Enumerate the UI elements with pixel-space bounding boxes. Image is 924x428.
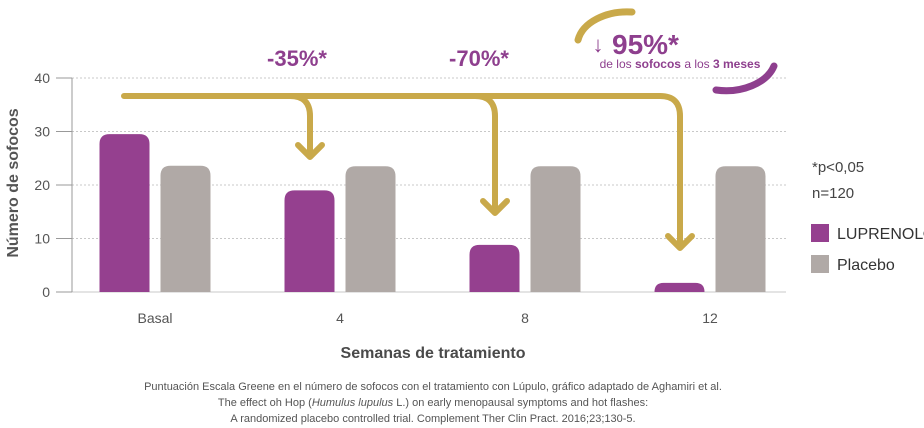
x-tick-label: 12	[702, 310, 718, 326]
caption-line-2: The effect oh Hop (Humulus lupulus L.) o…	[218, 397, 648, 409]
bar-luprenol	[469, 244, 520, 292]
significance-note: *p<0,05	[812, 159, 864, 176]
reduction-label-8: -70%*	[449, 46, 509, 71]
badge-arc-purple	[712, 62, 778, 95]
badge-text: de los sofocos a los 3 meses	[600, 57, 761, 71]
reduction-badge: ↓ 95%* de los sofocos a los 3 meses	[574, 8, 778, 95]
badge-value: 95%*	[612, 29, 679, 60]
caption-line-3: A randomized placebo controlled trial. C…	[230, 413, 635, 425]
arrow-head	[480, 198, 510, 216]
legend: LUPRENOL® Placebo	[811, 224, 924, 274]
legend-swatch-luprenol	[811, 224, 829, 242]
bar-luprenol	[99, 134, 150, 292]
arrow-line	[472, 93, 683, 246]
y-tick-label: 30	[34, 124, 50, 140]
caption-line-1: Puntuación Escala Greene en el número de…	[144, 381, 722, 393]
down-arrow-icon: ↓	[593, 32, 604, 57]
x-tick-label: 4	[336, 310, 344, 326]
y-axis-title: Número de sofocos	[5, 108, 22, 257]
reduction-arrows	[121, 93, 695, 251]
y-tick-label: 10	[34, 231, 50, 247]
y-ticks: 0 10 20 30 40	[34, 70, 50, 300]
legend-swatch-placebo	[811, 255, 829, 273]
legend-label-placebo: Placebo	[837, 257, 895, 274]
bar-placebo	[530, 166, 581, 292]
sample-size-note: n=120	[812, 185, 854, 202]
bar-luprenol	[654, 282, 705, 292]
arrow-line	[121, 93, 313, 155]
bar-placebo	[160, 165, 211, 292]
x-tick-label: 8	[521, 310, 529, 326]
reduction-label-4: -35%*	[267, 46, 327, 71]
x-ticks: Basal 4 8 12	[137, 310, 718, 326]
y-tick-label: 20	[34, 177, 50, 193]
y-tick-label: 40	[34, 70, 50, 86]
arrow-head	[665, 233, 695, 251]
x-axis-title: Semanas de tratamiento	[341, 345, 526, 362]
x-tick-label: Basal	[137, 310, 172, 326]
bars	[99, 134, 766, 292]
y-tick-label: 0	[42, 284, 50, 300]
bar-luprenol	[284, 190, 335, 292]
arrow-head	[295, 142, 325, 160]
badge-arc-gold	[574, 8, 636, 44]
bar-placebo	[715, 166, 766, 292]
bar-placebo	[345, 166, 396, 292]
legend-label-luprenol: LUPRENOL®	[837, 226, 924, 243]
